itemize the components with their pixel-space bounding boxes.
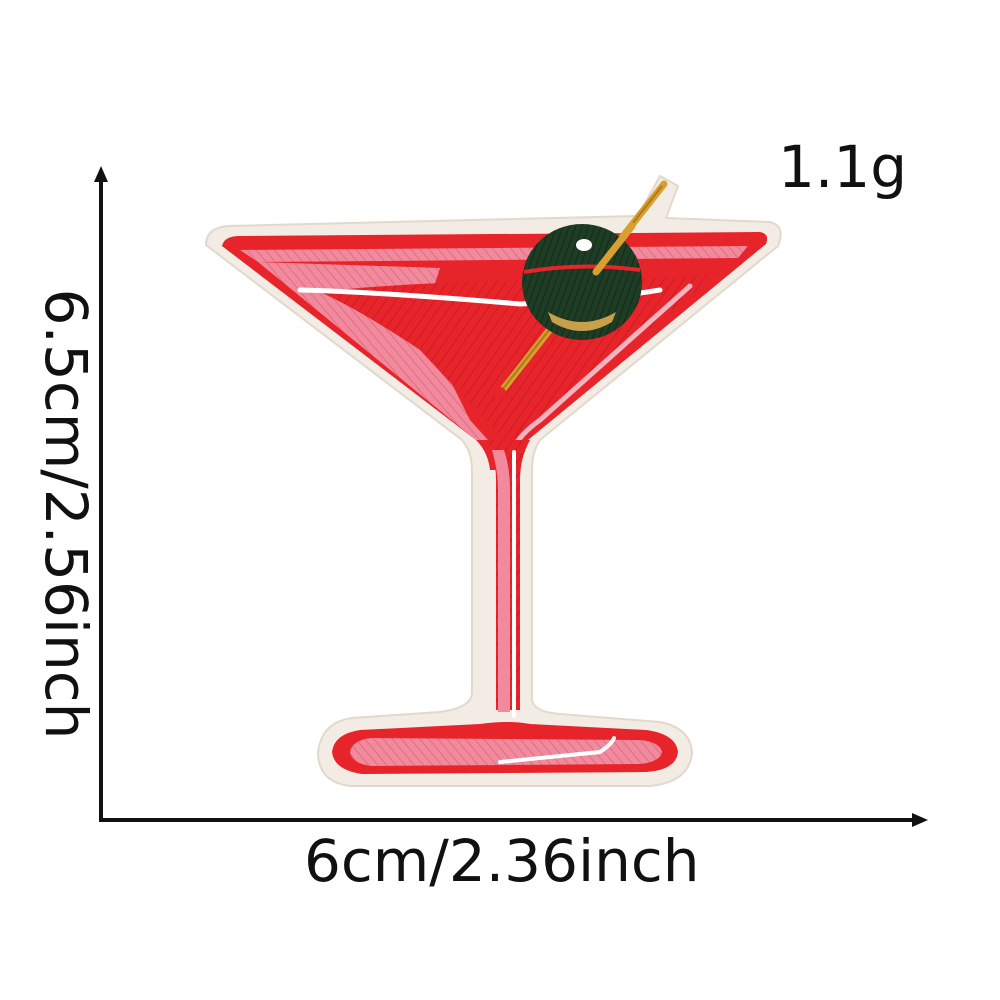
olive-highlight [576,239,592,251]
glass-base-highlight [498,736,616,764]
horizontal-axis-arrow-icon [912,813,928,827]
olive-pimento [548,312,616,331]
weight-label: 1.1g [778,133,908,201]
olive-stripe [523,264,641,274]
glass-base-pink [350,738,662,766]
glass-bowl-pink-side [258,262,488,440]
glass-stem-pink [492,450,510,712]
width-dimension-label: 6cm/2.36inch [304,827,700,895]
height-dimension-label: 6.5cm/2.56inch [32,288,100,740]
dimension-axes [94,166,928,827]
martini-glass-patch-icon [204,174,782,787]
toothpick-tip [494,387,506,399]
vertical-axis-arrow-icon [94,166,108,182]
toothpick-front [592,222,636,276]
